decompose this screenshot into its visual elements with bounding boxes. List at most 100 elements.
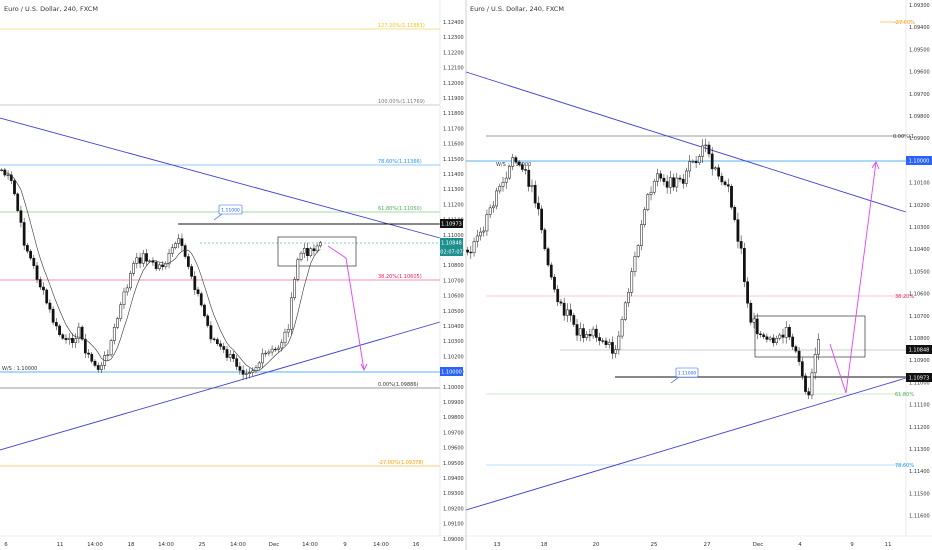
candle-body <box>203 304 206 317</box>
candle-body <box>643 209 646 225</box>
price-tick-label: 1.10700 <box>443 278 464 284</box>
candle-body <box>154 262 158 269</box>
candle-body <box>51 308 55 323</box>
candle-body <box>585 334 589 338</box>
candle-body <box>244 373 248 375</box>
candle-body <box>688 161 692 172</box>
price-tick-label: 1.09700 <box>443 430 464 436</box>
price-tick-label: 1.10500 <box>909 269 930 275</box>
candle-body <box>196 289 200 294</box>
candle-body <box>565 309 569 316</box>
candle-body <box>607 342 611 345</box>
price-tick-label: 1.09600 <box>909 70 930 76</box>
candle-body <box>556 289 560 303</box>
candle-body <box>746 281 749 304</box>
candle-body <box>681 178 685 184</box>
candle-body <box>488 207 492 215</box>
x-tick-label: 20 <box>593 542 600 548</box>
candle-body <box>620 319 624 337</box>
fib-label: 78.60%(1.11366) <box>378 159 422 165</box>
price-tag: 1.10973 <box>909 376 930 382</box>
projection-path <box>829 161 877 394</box>
candle-body <box>742 248 746 282</box>
candle-body <box>264 352 268 355</box>
candle-body <box>562 302 566 316</box>
price-tick-label: 1.09100 <box>443 522 464 528</box>
candle-body <box>270 348 274 353</box>
candle-body <box>717 167 721 177</box>
candle-body <box>672 177 675 188</box>
candle-body <box>704 144 708 147</box>
price-tick-label: 1.11100 <box>909 403 930 409</box>
ascending-trendline <box>0 321 441 451</box>
price-tick-label: 1.11400 <box>443 172 464 178</box>
x-tick-label: 25 <box>199 542 206 548</box>
price-tag: 1.10973 <box>441 222 462 228</box>
candle-body <box>125 287 129 293</box>
left-time-axis: 6 11 14:00 18 14:00 25 14:00 Dec 14:00 9… <box>4 542 420 548</box>
candle-body <box>83 338 87 354</box>
candle-body <box>810 372 814 396</box>
price-tick-label: 1.12200 <box>443 50 464 56</box>
candle-body <box>129 273 132 289</box>
candle-body <box>138 257 142 264</box>
price-tag: 02:07:07 <box>440 250 462 256</box>
candle-body <box>614 349 618 354</box>
candle-body <box>508 166 511 179</box>
candle-body <box>232 354 235 359</box>
candle-body <box>215 339 219 345</box>
ascending-trendline <box>465 377 907 511</box>
x-tick-label: 14:00 <box>302 542 318 548</box>
candle-body <box>591 328 595 337</box>
descending-trendline <box>0 117 441 239</box>
candle-body <box>319 242 322 247</box>
candle-body <box>29 250 32 259</box>
candle-body <box>498 186 502 192</box>
candle-body <box>87 352 90 355</box>
candle-body <box>794 346 798 352</box>
candle-body <box>627 292 630 304</box>
candle-body <box>520 164 524 170</box>
price-tick-label: 1.09400 <box>443 476 464 482</box>
price-tag: 1.10848 <box>909 348 930 354</box>
candle-body <box>257 362 261 368</box>
candle-body <box>25 245 29 252</box>
x-tick-label: 6 <box>4 542 8 548</box>
price-tick-label: 1.10200 <box>909 203 930 209</box>
price-tick-label: 1.09500 <box>443 461 464 467</box>
candle-body <box>116 318 119 328</box>
price-tick-label: 1.09900 <box>443 400 464 406</box>
candle-body <box>35 265 39 280</box>
candle-body <box>80 326 84 340</box>
candle-body <box>501 181 505 187</box>
candle-body <box>13 180 16 195</box>
price-tick-label: 1.10600 <box>909 292 930 298</box>
price-tick-label: 1.11700 <box>443 126 464 132</box>
price-tick-label: 1.09300 <box>443 491 464 497</box>
candle-body <box>228 354 232 358</box>
right-time-axis: 13 18 20 25 27 Dec 4 9 11 <box>494 542 892 548</box>
candle-body <box>691 161 695 163</box>
candle-body <box>122 291 126 306</box>
candle-body <box>225 349 229 358</box>
consolidation-box <box>754 315 866 358</box>
fib-label: 127.20%(1.11881) <box>378 23 425 29</box>
price-tick-label: 1.11200 <box>909 425 930 431</box>
candle-body <box>797 350 801 362</box>
price-tick-label: 1.11400 <box>909 469 930 475</box>
candle-body <box>261 353 264 364</box>
candle-body <box>736 219 740 242</box>
fib-label: 61.80%(1.11050) <box>378 206 422 212</box>
candle-body <box>775 337 778 343</box>
price-tag: 1.10848 <box>441 241 462 247</box>
x-tick-label: 11 <box>57 542 64 548</box>
candle-body <box>206 315 210 326</box>
candle-body <box>45 289 49 304</box>
candle-body <box>74 338 78 343</box>
candle-body <box>765 336 769 340</box>
price-callout: 1.11000 <box>213 204 243 221</box>
candle-body <box>784 327 788 338</box>
candle-body <box>77 326 81 339</box>
price-tick-label: 1.11000 <box>909 380 930 386</box>
candle-body <box>190 266 193 277</box>
